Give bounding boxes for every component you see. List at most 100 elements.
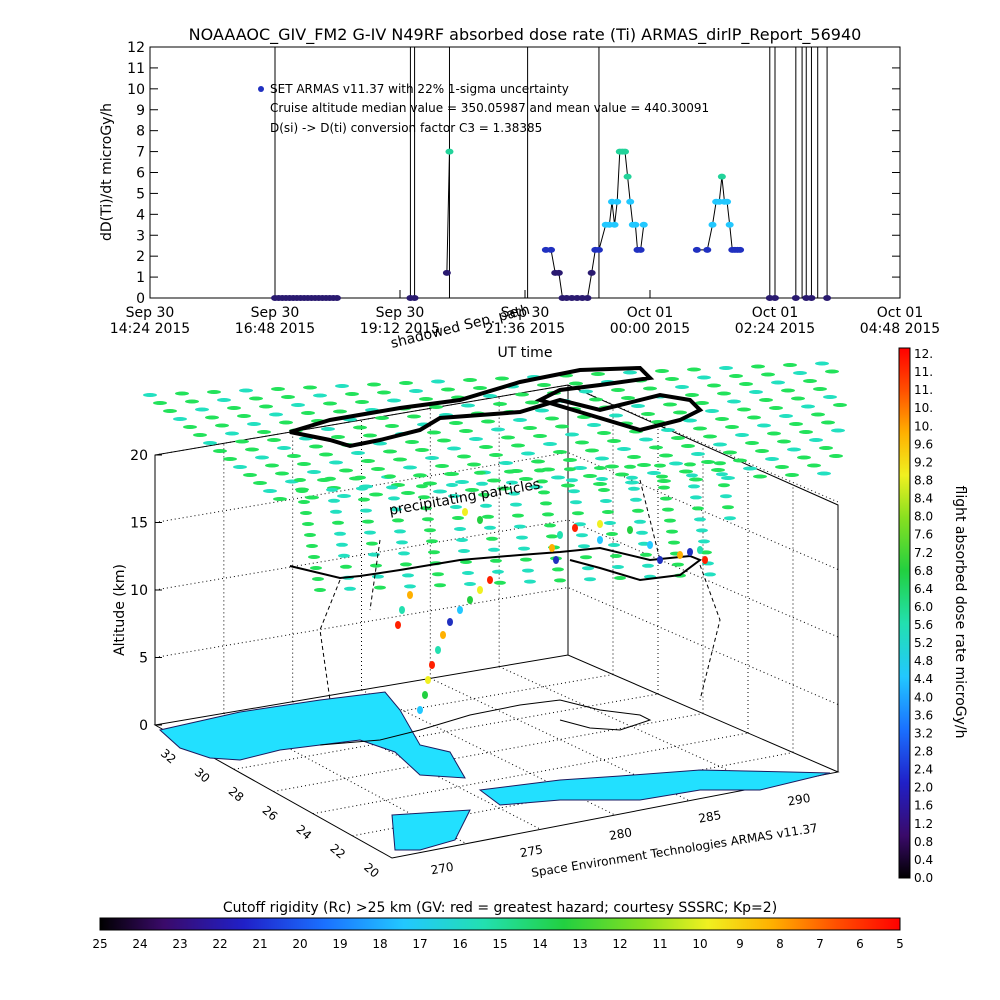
legend-entry-2: Cruise altitude median value = 350.05987… xyxy=(270,101,709,115)
mid-particle-oval xyxy=(668,540,680,545)
mid-particle-oval xyxy=(540,501,552,506)
dose-point xyxy=(723,198,732,205)
y-tick-label: 7 xyxy=(136,145,145,161)
particle-oval xyxy=(301,411,315,415)
particle-oval xyxy=(657,479,671,483)
colorbar-bottom-tick: 23 xyxy=(172,937,187,951)
mid-particle-oval xyxy=(606,532,618,536)
particle-oval xyxy=(615,472,629,477)
colorbar-bottom-tick: 10 xyxy=(692,937,707,951)
particle-oval xyxy=(351,451,365,455)
particle-oval xyxy=(183,425,197,429)
particle-oval xyxy=(767,431,781,436)
track-point xyxy=(477,586,483,594)
particle-oval xyxy=(723,450,737,455)
colorbar-right-tick: 7.6 xyxy=(914,528,933,542)
particle-oval xyxy=(787,447,801,452)
mid-particle-oval xyxy=(538,490,550,495)
particle-oval xyxy=(275,471,289,476)
mid-particle-oval xyxy=(490,558,502,563)
mid-particle-oval xyxy=(716,472,728,477)
track-point xyxy=(697,546,703,554)
particle-oval xyxy=(435,464,449,468)
colorbar-bottom-label: Cutoff rigidity (Rc) >25 km (GV: red = g… xyxy=(223,900,777,916)
particle-oval xyxy=(825,369,839,374)
particle-oval xyxy=(291,403,305,407)
particle-oval xyxy=(627,455,641,459)
mid-particle-oval xyxy=(486,536,498,541)
mid-particle-oval xyxy=(718,483,730,488)
particle-oval xyxy=(233,465,247,469)
particle-oval xyxy=(483,394,497,398)
mid-particle-oval xyxy=(456,538,468,542)
particle-oval xyxy=(457,454,471,459)
particle-oval xyxy=(637,463,651,467)
lon-tick-label: 285 xyxy=(697,808,722,826)
particle-oval xyxy=(777,439,791,444)
chart-title: NOAAAOC_GIV_FM2 G-IV N49RF absorbed dose… xyxy=(189,25,862,45)
particle-oval xyxy=(321,427,335,431)
track-point xyxy=(597,536,603,544)
credit-label: Space Environment Technologies ARMAS v11… xyxy=(530,821,818,880)
particle-oval xyxy=(597,431,611,435)
lat-tick-label: 32 xyxy=(158,746,179,767)
particle-oval xyxy=(639,437,653,442)
mid-particle-oval xyxy=(522,568,534,573)
colorbar-right-tick: 8.4 xyxy=(914,492,933,506)
particle-oval xyxy=(465,488,479,492)
particle-oval xyxy=(239,388,253,393)
track-point xyxy=(425,676,431,684)
dose-point xyxy=(626,198,635,205)
particle-oval xyxy=(175,391,189,396)
particle-oval xyxy=(755,449,769,453)
colorbar-bottom-tick: 13 xyxy=(572,937,587,951)
track-point xyxy=(429,661,435,669)
mid-particle-oval xyxy=(478,492,490,497)
dose-point xyxy=(610,221,619,228)
particle-oval xyxy=(793,371,807,375)
legend-marker xyxy=(258,86,264,92)
mid-particle-oval xyxy=(402,573,414,578)
particle-oval xyxy=(643,386,657,391)
floor-gridline xyxy=(292,701,541,830)
mid-particle-oval xyxy=(444,472,456,476)
x-tick-day: Sep 30 xyxy=(251,305,300,321)
track-point xyxy=(447,618,453,626)
track-point xyxy=(647,541,653,549)
dose-point xyxy=(442,269,451,276)
particle-oval xyxy=(515,392,529,397)
dose-point xyxy=(791,295,800,301)
mid-particle-oval xyxy=(704,572,716,577)
mid-particle-oval xyxy=(448,494,460,498)
mid-particle-oval xyxy=(392,518,404,523)
mid-particle-oval xyxy=(546,534,558,539)
particle-oval xyxy=(781,388,795,393)
y-tick-label: 11 xyxy=(127,61,145,77)
colorbar-bottom-tick: 7 xyxy=(816,937,824,951)
particle-oval xyxy=(649,445,663,450)
mid-particle-oval xyxy=(394,529,406,534)
particle-oval xyxy=(595,456,609,461)
colorbar-bottom-tick: 21 xyxy=(252,937,267,951)
mid-particle-oval xyxy=(314,588,326,592)
mid-particle-oval xyxy=(656,474,668,479)
particle-oval xyxy=(617,447,631,451)
lat-tick-label: 22 xyxy=(327,841,348,862)
z-axis-label: Altitude (km) xyxy=(112,564,128,656)
particle-oval xyxy=(243,473,257,477)
mid-particle-oval xyxy=(554,578,566,583)
particle-oval xyxy=(543,442,557,446)
particle-oval xyxy=(761,372,775,377)
particle-oval xyxy=(663,402,677,407)
particle-oval xyxy=(537,383,551,387)
lat-tick-label: 20 xyxy=(361,860,382,881)
y-tick-label: 5 xyxy=(136,186,145,202)
mid-particle-oval xyxy=(460,560,472,564)
x-axis-label: UT time xyxy=(498,345,553,361)
colorbar-bottom-tick: 6 xyxy=(856,937,864,951)
y-tick-label: 0 xyxy=(136,291,145,307)
colorbar-right-tick: 5.6 xyxy=(914,618,933,632)
particle-oval xyxy=(785,473,799,477)
y-tick-label: 9 xyxy=(136,103,145,119)
track-point xyxy=(417,706,423,714)
